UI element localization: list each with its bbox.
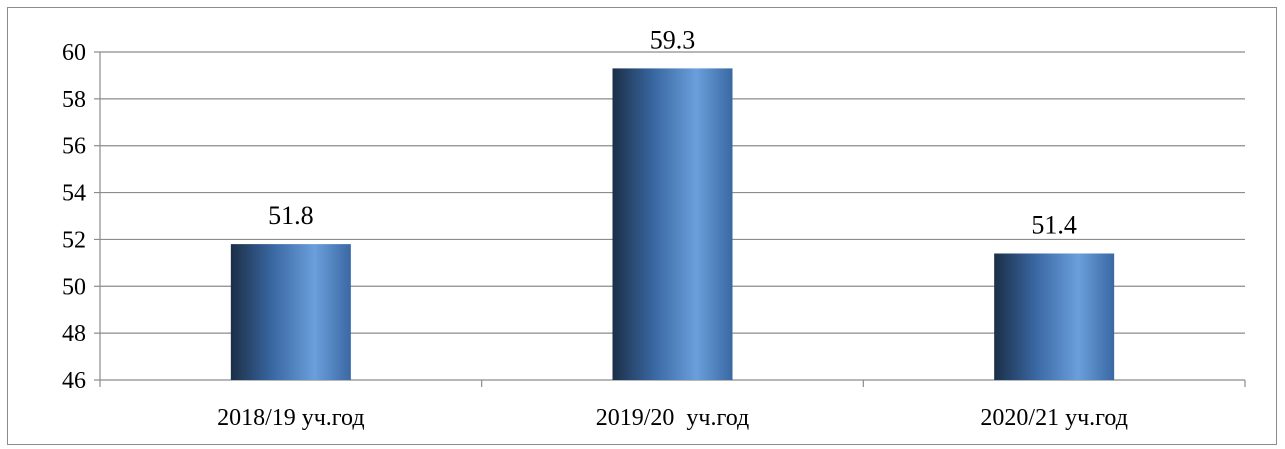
- y-tick-label: 56: [62, 134, 86, 160]
- x-tick-labels: 2018/19 уч.год 2019/20 уч.год 2020/21 уч.г…: [217, 405, 1128, 431]
- y-tick-label: 60: [62, 40, 86, 66]
- x-tick-label: 2019/20 уч.год: [596, 405, 750, 431]
- bar: [230, 244, 351, 380]
- data-label: 51.4: [1031, 210, 1077, 239]
- y-tick-label: 46: [62, 368, 86, 394]
- data-label: 51.8: [268, 201, 314, 230]
- x-tick-label: 2018/19 уч.год: [217, 405, 365, 431]
- data-labels: 51.8 59.3 51.4: [268, 25, 1077, 239]
- y-tick-label: 54: [62, 181, 86, 207]
- x-tick-label: 2020/21 уч.год: [980, 405, 1128, 431]
- bar: [994, 253, 1115, 380]
- y-tick-label: 58: [62, 87, 86, 113]
- y-tick-labels: 46 48 50 52 54 56 58 60: [62, 40, 86, 394]
- bar: [612, 68, 733, 381]
- bars: [230, 68, 1115, 381]
- y-tick-label: 48: [62, 321, 86, 347]
- data-label: 59.3: [650, 25, 696, 54]
- y-tick-label: 52: [62, 227, 86, 253]
- y-tick-label: 50: [62, 274, 86, 300]
